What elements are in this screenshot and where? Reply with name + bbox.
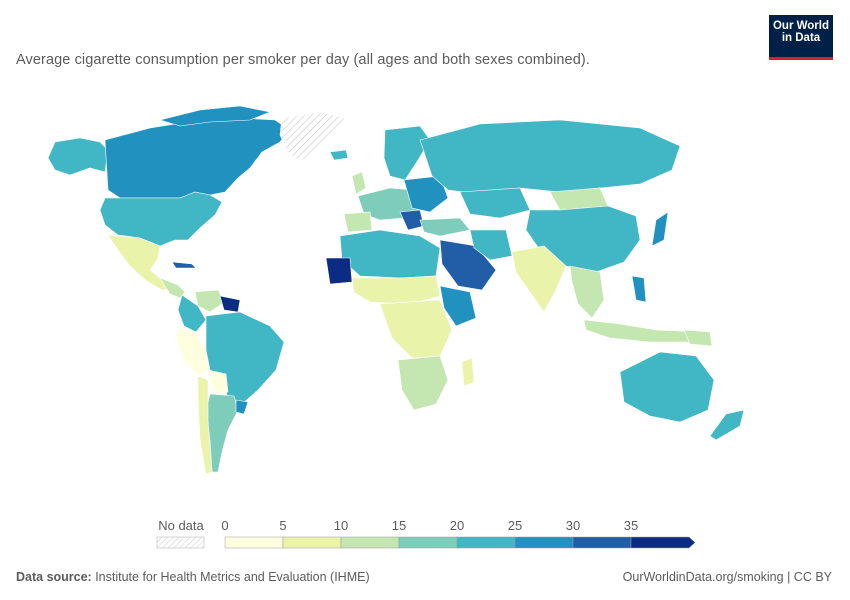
country-madagascar[interactable] <box>461 357 475 387</box>
country-philippines[interactable] <box>631 275 647 303</box>
country-canada-islands[interactable] <box>158 105 272 127</box>
legend-bin-30-35[interactable] <box>572 536 632 549</box>
country-usa[interactable] <box>99 191 223 247</box>
legend-tick-label: 30 <box>566 518 580 533</box>
footer-link-area: OurWorldinData.org/smoking | CC BY <box>623 570 832 584</box>
legend-bin-35-40[interactable] <box>630 536 696 549</box>
legend-bin-15-20[interactable] <box>398 536 458 549</box>
legend-tick-label: 25 <box>508 518 522 533</box>
owid-link[interactable]: OurWorldinData.org/smoking <box>622 570 784 584</box>
country-iberia[interactable] <box>343 211 373 233</box>
legend-no-data-swatch[interactable] <box>156 536 205 549</box>
legend-tick-label: 10 <box>334 518 348 533</box>
country-australia[interactable] <box>619 351 715 423</box>
country-peru[interactable] <box>175 327 209 377</box>
country-guyana-suriname[interactable] <box>219 295 241 313</box>
legend-tick-label: 35 <box>624 518 638 533</box>
legend-bin-10-15[interactable] <box>340 536 400 549</box>
country-iceland[interactable] <box>329 149 349 161</box>
country-southeast-asia[interactable] <box>569 265 605 319</box>
legend-tick-label: 5 <box>279 518 286 533</box>
country-iran[interactable] <box>469 229 513 261</box>
country-venezuela[interactable] <box>194 289 226 313</box>
legend-tick-label: 0 <box>221 518 228 533</box>
license-text: | CC BY <box>783 570 832 584</box>
country-sahel[interactable] <box>351 275 441 305</box>
country-kazakhstan[interactable] <box>459 187 531 219</box>
country-uk[interactable] <box>351 171 367 195</box>
data-source-text: Institute for Health Metrics and Evaluat… <box>91 570 370 584</box>
country-central-africa[interactable] <box>379 299 453 359</box>
country-canada[interactable] <box>104 117 291 199</box>
country-ethiopia-horn[interactable] <box>439 285 477 327</box>
country-japan[interactable] <box>651 211 669 247</box>
country-indonesia[interactable] <box>583 319 701 343</box>
legend-bin-25-30[interactable] <box>514 536 574 549</box>
country-bolivia[interactable] <box>207 369 229 395</box>
country-india[interactable] <box>511 245 567 313</box>
legend-bin-0-5[interactable] <box>224 536 284 549</box>
country-mauritania[interactable] <box>325 257 353 285</box>
legend-bin-5-10[interactable] <box>282 536 342 549</box>
country-greenland <box>279 111 346 163</box>
data-source-label: Data source: <box>16 570 92 584</box>
country-alaska[interactable] <box>47 137 109 176</box>
legend-no-data-label: No data <box>158 518 204 533</box>
country-cuba[interactable] <box>171 261 197 269</box>
country-southern-africa[interactable] <box>397 355 449 411</box>
country-new-zealand[interactable] <box>709 409 745 441</box>
legend-tick-label: 20 <box>450 518 464 533</box>
country-papua-new-guinea[interactable] <box>683 329 713 347</box>
legend-bin-20-25[interactable] <box>456 536 516 549</box>
chart-subtitle: Average cigarette consumption per smoker… <box>16 52 590 68</box>
world-map[interactable] <box>0 80 850 510</box>
country-uruguay[interactable] <box>235 399 249 415</box>
country-turkey[interactable] <box>419 217 471 237</box>
logo-line-2: in Data <box>781 32 821 44</box>
owid-logo[interactable]: Our World in Data <box>769 15 833 60</box>
logo-line-1: Our World <box>772 20 829 32</box>
country-north-africa[interactable] <box>339 229 441 279</box>
data-source: Data source: Institute for Health Metric… <box>16 570 370 584</box>
map-legend: No data 0 5 10 15 20 25 30 35 <box>156 518 696 549</box>
legend-tick-label: 15 <box>392 518 406 533</box>
country-scandinavia[interactable] <box>383 125 431 181</box>
country-chile[interactable] <box>197 375 213 475</box>
country-russia[interactable] <box>419 119 681 195</box>
